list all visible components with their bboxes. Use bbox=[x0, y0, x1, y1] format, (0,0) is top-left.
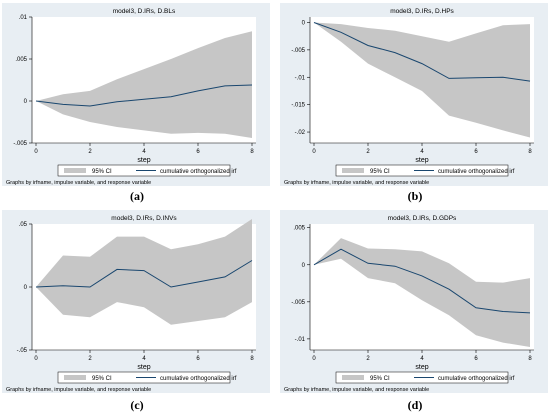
x-tick-label: 4 bbox=[142, 149, 146, 155]
legend-swatch-ci bbox=[342, 168, 364, 173]
ci-band bbox=[36, 219, 252, 325]
y-tick-label: 0 bbox=[24, 285, 28, 291]
ci-band bbox=[314, 238, 530, 347]
graph-note: Graphs by irfname, impulse variable, and… bbox=[284, 180, 429, 186]
x-axis-label: step bbox=[137, 157, 150, 164]
irf-chart: model3, D.IRs, D.BLs .01 .005 0 -.005 0 2 4 6 8 st… bbox=[2, 3, 270, 186]
legend-swatch-ci bbox=[64, 168, 86, 173]
graph-note: Graphs by irfname, impulse variable, and… bbox=[284, 387, 429, 393]
y-tick-label: -.005 bbox=[291, 48, 305, 54]
caption-d: (d) bbox=[407, 398, 423, 412]
irf-line bbox=[35, 260, 253, 288]
y-tick-label: .01 bbox=[19, 15, 28, 21]
chart-title: model3, D.IRs, D.HPs bbox=[390, 8, 454, 15]
chart-title: model3, D.IRs, D.GDPs bbox=[388, 215, 457, 222]
chart-panel-d: model3, D.IRs, D.GDPs .005 0 -.005 -.01 0 2 4 6 8… bbox=[280, 210, 548, 393]
legend-label-ci: 95% CI bbox=[370, 376, 390, 382]
x-axis-label: step bbox=[415, 364, 428, 371]
irf-line bbox=[313, 248, 531, 314]
y-tick-label: .005 bbox=[15, 57, 27, 63]
x-tick-label: 2 bbox=[88, 356, 92, 362]
irf-chart: model3, D.IRs, D.INVs .05 0 -.05 0 2 4 6 8 step 95… bbox=[2, 210, 270, 393]
x-axis-label: step bbox=[137, 364, 150, 371]
y-tick-label: -.01 bbox=[295, 337, 306, 343]
y-tick-label: -.005 bbox=[13, 141, 27, 147]
ci-band bbox=[314, 22, 530, 138]
x-tick-label: 4 bbox=[142, 356, 146, 362]
x-tick-label: 8 bbox=[250, 356, 254, 362]
graph-note: Graphs by irfname, impulse variable, and… bbox=[6, 387, 151, 393]
x-tick-label: 6 bbox=[474, 149, 478, 155]
chart-panel-a: model3, D.IRs, D.BLs .01 .005 0 -.005 0 2 4 6 8 st… bbox=[2, 3, 270, 186]
x-tick-label: 8 bbox=[528, 149, 532, 155]
legend-swatch-ci bbox=[342, 375, 364, 380]
caption-a: (a) bbox=[130, 189, 144, 203]
ci-band bbox=[36, 31, 252, 138]
x-tick-label: 4 bbox=[420, 356, 424, 362]
x-axis-label: step bbox=[415, 157, 428, 164]
y-tick-label: .005 bbox=[293, 226, 305, 232]
legend-label-ci: 95% CI bbox=[92, 169, 112, 175]
x-tick-label: 2 bbox=[366, 149, 370, 155]
x-tick-label: 2 bbox=[88, 149, 92, 155]
chart-title: model3, D.IRs, D.INVs bbox=[111, 215, 177, 222]
caption-c: (c) bbox=[130, 398, 144, 412]
chart-title: model3, D.IRs, D.BLs bbox=[113, 8, 176, 15]
caption-b: (b) bbox=[407, 189, 423, 203]
legend-label-irf: cumulative orthogonalized irf bbox=[438, 169, 515, 175]
irf-line bbox=[35, 84, 253, 107]
y-tick-label: -.015 bbox=[291, 103, 305, 109]
x-tick-label: 6 bbox=[196, 356, 200, 362]
x-tick-label: 0 bbox=[312, 149, 316, 155]
y-tick-label: -.02 bbox=[295, 130, 306, 136]
chart-panel-b: model3, D.IRs, D.HPs 0 -.005 -.01 -.015 -.02 0… bbox=[280, 3, 548, 186]
legend-label-irf: cumulative orthogonalized irf bbox=[160, 376, 237, 382]
x-tick-label: 2 bbox=[366, 356, 370, 362]
chart-panel-c: model3, D.IRs, D.INVs .05 0 -.05 0 2 4 6 8 step 95… bbox=[2, 210, 270, 393]
legend-label-irf: cumulative orthogonalized irf bbox=[160, 169, 237, 175]
x-tick-label: 8 bbox=[528, 356, 532, 362]
x-tick-label: 0 bbox=[312, 356, 316, 362]
legend-swatch-ci bbox=[64, 375, 86, 380]
legend-label-irf: cumulative orthogonalized irf bbox=[438, 376, 515, 382]
x-tick-label: 0 bbox=[34, 149, 38, 155]
x-tick-label: 8 bbox=[250, 149, 254, 155]
y-tick-label: -.05 bbox=[17, 348, 28, 354]
x-tick-label: 6 bbox=[196, 149, 200, 155]
x-tick-label: 0 bbox=[34, 356, 38, 362]
irf-line bbox=[313, 22, 531, 82]
legend-label-ci: 95% CI bbox=[92, 376, 112, 382]
x-tick-label: 4 bbox=[420, 149, 424, 155]
irf-chart: model3, D.IRs, D.HPs 0 -.005 -.01 -.015 -.02 0… bbox=[280, 3, 548, 186]
graph-note: Graphs by irfname, impulse variable, and… bbox=[6, 180, 151, 186]
legend-label-ci: 95% CI bbox=[370, 169, 390, 175]
y-tick-label: 0 bbox=[302, 263, 306, 269]
x-tick-label: 6 bbox=[474, 356, 478, 362]
y-tick-label: -.005 bbox=[291, 300, 305, 306]
y-tick-label: -.01 bbox=[295, 75, 306, 81]
irf-chart: model3, D.IRs, D.GDPs .005 0 -.005 -.01 0 2 4 6 8… bbox=[280, 210, 548, 393]
y-tick-label: 0 bbox=[302, 20, 306, 26]
y-tick-label: 0 bbox=[24, 99, 28, 105]
y-tick-label: .05 bbox=[19, 222, 28, 228]
